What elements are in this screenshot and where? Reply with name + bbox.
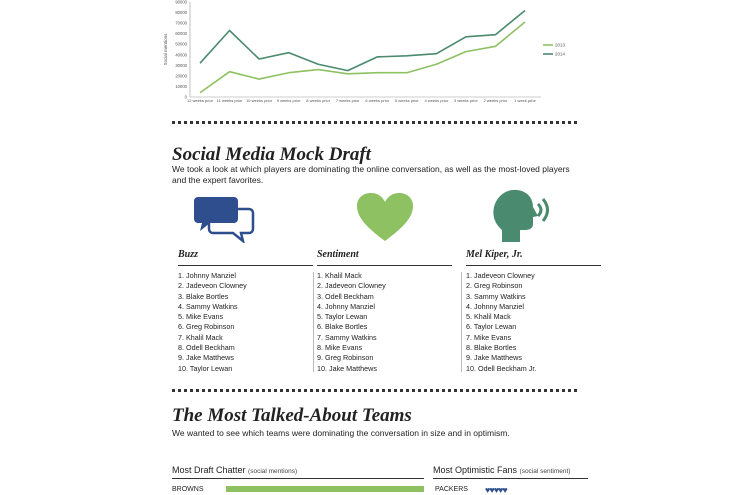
player-item: 10. Jake Matthews [317,363,377,373]
heart-icon [357,193,413,241]
chatter-bar [226,486,424,492]
optimism-title: Most Optimistic Fans [433,465,518,475]
legend-label: 2014 [555,52,566,57]
player-item: 3. Sammy Watkins [466,291,526,301]
y-tick-label: 30000 [175,63,187,68]
draft-column-title: Buzz [178,249,199,260]
player-item: 7. Mike Evans [466,332,512,342]
column-rule [466,265,601,266]
optimism-heading: Most Optimistic Fans (social sentiment) [433,465,570,475]
y-tick-label: 60000 [175,31,187,36]
player-item: 2. Greg Robinson [466,281,523,291]
player-item: 3. Blake Bortles [178,291,229,301]
x-tick-label: 6 weeks prior [365,98,389,103]
player-item: 8. Mike Evans [317,343,363,353]
chatter-title: Most Draft Chatter [172,465,246,475]
player-item: 6. Greg Robinson [178,322,235,332]
column-rule [317,265,452,266]
player-item: 2. Jadeveon Clowney [317,281,386,291]
player-item: 8. Blake Bortles [466,343,517,353]
x-tick-label: 2 weeks prior [484,98,508,103]
column-divider [461,272,462,372]
player-item: 4. Sammy Watkins [178,301,238,311]
player-item: 7. Khalil Mack [178,332,223,342]
chatter-team: BROWNS [172,486,204,493]
player-item: 6. Blake Bortles [317,322,368,332]
player-item: 3. Odell Beckham [317,291,374,301]
series-line-2013 [199,21,526,94]
player-item: 7. Sammy Watkins [317,332,377,342]
chatter-rule [172,478,424,479]
draft-column-2: Mel Kiper, Jr. 1. Jadeveon Clowney 2. Greg… [466,249,601,374]
x-tick-label: 9 weeks prior [277,98,301,103]
mock-draft-title: Social Media Mock Draft [172,144,371,165]
player-item: 8. Odell Beckham [178,343,235,353]
player-item: 1. Johnny Manziel [178,271,236,280]
column-divider [313,272,314,372]
draft-column-title: Mel Kiper, Jr. [466,249,523,260]
y-axis-label: Social mentions [163,33,168,66]
x-tick-label: 4 weeks prior [424,98,448,103]
player-item: 1. Jadeveon Clowney [466,271,535,280]
draft-column-title: Sentiment [317,249,359,260]
x-tick-label: 8 weeks prior [306,98,330,103]
line-chart: 90000 80000 70000 60000 50000 40000 30000 20000… [163,0,566,103]
player-list: 1. Jadeveon Clowney 2. Greg Robinson 3. Sa… [466,271,601,374]
y-tick-label: 0 [185,95,188,100]
player-item: 2. Jadeveon Clowney [178,281,247,291]
player-item: 9. Greg Robinson [317,353,374,363]
chatter-heading: Most Draft Chatter (social mentions) [172,465,297,475]
y-tick-label: 50000 [175,42,187,47]
legend-label: 2013 [555,43,566,48]
player-list: 1. Khalil Mack 2. Jadeveon Clowney 3. Odel… [317,271,452,374]
optimism-rule [433,478,588,479]
sentiment-hearts: ♥♥♥♥♥ [485,485,508,495]
teams-intro: We wanted to see which teams were domina… [172,428,510,438]
y-tick-label: 70000 [175,21,187,26]
draft-column-0: Buzz 1. Johnny Manziel 2. Jadeveon Clowney… [178,249,313,374]
y-tick-label: 20000 [175,73,187,78]
speaking-head-icon [493,189,549,242]
player-item: 1. Khalil Mack [317,271,362,280]
player-item: 5. Taylor Lewan [317,312,368,322]
player-item: 4. Johnny Manziel [317,301,375,311]
chatter-subtitle: (social mentions) [248,468,298,475]
y-tick-label: 80000 [175,10,187,15]
player-item: 9. Jake Matthews [178,353,234,363]
y-tick-label: 10000 [175,84,187,89]
x-tick-label: 11 weeks prior [217,98,243,103]
x-tick-label: 1 week prior [514,98,536,103]
x-tick-label: 3 weeks prior [454,98,478,103]
player-item: 10. Taylor Lewan [178,363,233,373]
y-tick-label: 40000 [175,52,187,57]
player-item: 6. Taylor Lewan [466,322,517,332]
player-item: 5. Mike Evans [178,312,224,322]
draft-column-1: Sentiment 1. Khalil Mack 2. Jadeveon Clown… [317,249,452,374]
x-tick-label: 12 weeks prior [187,98,214,103]
x-tick-label: 7 weeks prior [336,98,360,103]
player-item: 4. Johnny Manziel [466,301,524,311]
teams-title: The Most Talked-About Teams [172,405,412,426]
section-divider [172,389,577,392]
optimism-subtitle: (social sentiment) [519,468,571,475]
player-list: 1. Johnny Manziel 2. Jadeveon Clowney 3. B… [178,271,313,374]
y-tick-label: 90000 [175,0,187,5]
player-item: 9. Jake Matthews [466,353,522,363]
player-item: 10. Odell Beckham Jr. [466,363,537,373]
section-divider [172,121,577,124]
x-tick-label: 10 weeks prior [246,98,273,103]
series-line-2014 [199,9,526,72]
column-rule [178,265,313,266]
mock-draft-intro: We took a look at which players are domi… [172,164,570,185]
chat-bubbles-icon [194,197,255,243]
x-tick-label: 5 weeks prior [395,98,419,103]
player-item: 5. Khalil Mack [466,312,511,322]
optimism-team: PACKERS [435,486,468,493]
